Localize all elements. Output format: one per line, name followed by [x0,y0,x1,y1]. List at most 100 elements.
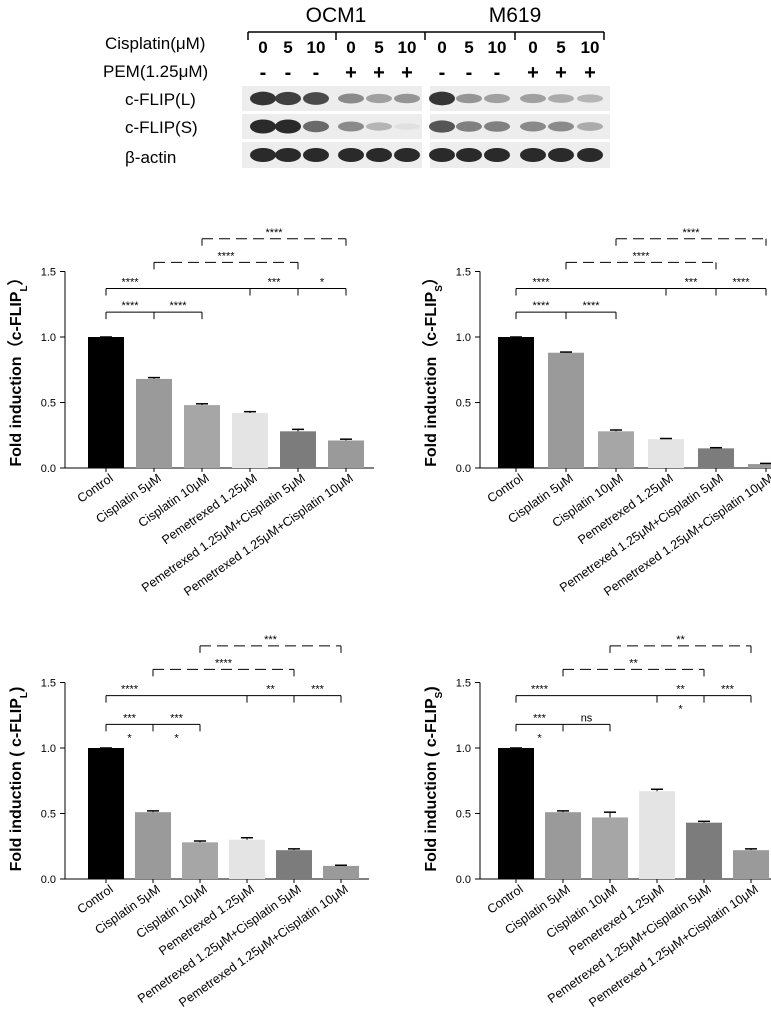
blot-row-label: c-FLIP(S) [125,118,198,137]
significance-label: **** [531,684,549,696]
significance-label: **** [215,657,233,669]
pem-sign-label: - [313,62,320,84]
y-tick-label: 1.5 [41,678,56,690]
blot-band [456,121,482,132]
significance-label: *** [123,712,137,724]
cisplatin-dose-label: 10 [398,38,417,57]
cisplatin-dose-label: 5 [283,38,292,57]
y-tick-label: 0.5 [456,809,471,821]
y-tick-label: 1.5 [41,267,56,279]
significance-label: **** [532,300,550,312]
pem-sign-label: - [494,62,501,84]
blot-band [456,147,482,163]
bar [136,378,172,468]
bar [182,842,218,879]
y-tick-label: 1.0 [456,743,471,755]
blot-band [548,94,574,103]
blot-row-label: c-FLIP(L) [125,90,196,109]
bar [733,850,769,879]
significance-label: ** [676,684,685,696]
cisplatin-dose-label: 5 [374,38,383,57]
bar [639,791,675,879]
pem-sign-label: + [373,62,385,84]
bar [135,812,171,879]
blot-band [338,93,364,104]
blot-band [484,147,510,163]
significance-label: * [127,732,132,744]
blot-band [577,94,603,103]
significance-label: **** [532,277,550,289]
y-tick-label: 1.0 [456,332,471,344]
y-tick-label: 1.5 [456,678,471,690]
bar [498,337,534,468]
blot-band [394,93,420,104]
blot-band [484,121,510,132]
western-blot-panel: OCM1 M619Cisplatin(μM)PEM(1.25μM)0-5-10-0… [103,4,610,168]
y-axis-label-subscript: L [19,692,30,698]
pem-sign-label: - [260,62,267,84]
y-axis-label-end: ) [423,686,440,691]
significance-label: **** [582,300,600,312]
significance-label: *** [685,277,699,289]
blot-band [577,122,603,131]
pem-sign-label: + [345,62,357,84]
blot-band [250,119,276,134]
y-axis-label-text: Fold induction ( c-FLIP [8,698,25,872]
significance-label: **** [732,277,750,289]
blot-band [577,147,603,163]
significance-label: **** [265,227,283,239]
significance-label: * [537,732,542,744]
cisplatin-dose-label: 5 [464,38,473,57]
bar-chart: 0.0 0.5 1.0 1.5 Fold induction（c-FLIPL） Contr… [7,227,374,599]
blot-band [520,93,546,104]
cisplatin-dose-label: 0 [528,38,537,57]
y-tick-label: 0.5 [456,398,471,410]
blot-band [303,92,329,105]
significance-label: ** [266,684,275,696]
blot-row-label: β-actin [125,148,176,167]
pem-sign-label: + [555,62,567,84]
bar [88,748,124,879]
bar [229,839,265,879]
blot-band [250,91,276,106]
pem-sign-label: + [401,62,413,84]
x-category-label: Pemetrexed 1.25μM+Cisplatin 10μM [176,882,350,1010]
cell-line-label: OCM1 [306,4,367,27]
y-axis-label: Fold induction（c-FLIPS） [422,269,445,467]
y-tick-label: 0.0 [41,463,56,475]
significance-label: *** [264,634,278,646]
pem-sign-label: + [527,62,539,84]
blot-band [303,120,329,133]
bar [276,850,312,879]
y-axis-label-subscript: S [434,691,445,698]
bar-chart: 0.0 0.5 1.0 1.5 Fold induction（c-FLIPS） Contr… [422,227,771,599]
y-tick-label: 0.5 [41,398,56,410]
pem-row-label: PEM(1.25μM) [103,62,208,81]
blot-band [303,147,329,163]
blot-band [338,121,364,132]
x-category-label: Control [75,471,116,506]
significance-label: ** [676,634,685,646]
cisplatin-dose-label: 10 [307,38,326,57]
blot-band [484,93,510,104]
blot-band [520,121,546,132]
significance-label: ** [629,657,638,669]
pem-sign-label: - [285,62,292,84]
cisplatin-dose-label: 5 [556,38,565,57]
y-axis-label-end: ） [422,269,440,285]
blot-band [394,147,420,163]
blot-band [338,147,364,163]
blot-band [250,147,276,163]
blot-band [366,122,392,131]
blot-band [366,93,392,104]
pem-sign-label: - [439,62,446,84]
significance-label: **** [121,300,139,312]
pem-sign-label: - [466,62,473,84]
y-tick-label: 0.0 [41,874,56,886]
significance-label: *** [170,712,184,724]
y-tick-label: 0.5 [41,809,56,821]
y-tick-label: 1.0 [41,332,56,344]
significance-label: **** [121,684,139,696]
significance-label: *** [721,684,735,696]
